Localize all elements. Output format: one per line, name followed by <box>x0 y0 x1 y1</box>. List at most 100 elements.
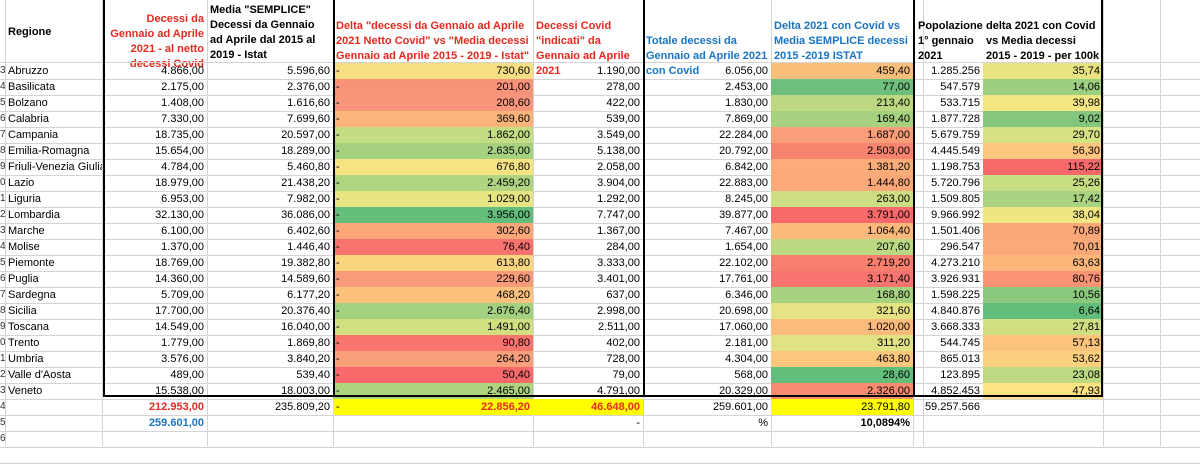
media-cell[interactable]: 20.376,40 <box>281 305 330 317</box>
row-number[interactable]: 5 <box>0 97 5 108</box>
per-100k-cell[interactable]: 10,56 <box>983 287 1103 303</box>
per-100k-cell[interactable]: 53,62 <box>983 351 1103 367</box>
delta-netto-cell[interactable]: 676,80 <box>345 159 533 175</box>
decessi-2021-cell[interactable]: 14.360,00 <box>155 273 204 285</box>
row-number[interactable]: 2 <box>0 209 5 220</box>
decessi-covid-cell[interactable]: 3.401,00 <box>597 273 640 285</box>
delta-sign-cell[interactable]: - <box>333 303 345 319</box>
delta-netto-cell[interactable]: 50,40 <box>345 367 533 383</box>
totale-cell[interactable]: 568,00 <box>734 369 768 381</box>
delta-covid-cell[interactable]: 1.064,40 <box>771 223 913 239</box>
popolazione-cell[interactable]: 4.852.453 <box>931 385 980 397</box>
delta-netto-cell[interactable]: 302,60 <box>345 223 533 239</box>
region-cell[interactable]: Veneto <box>8 385 43 397</box>
popolazione-cell[interactable]: 4.445.549 <box>931 145 980 157</box>
totale-cell[interactable]: 22.883,00 <box>719 177 768 189</box>
delta-netto-cell[interactable]: 264,20 <box>345 351 533 367</box>
row-number[interactable]: 4 <box>0 81 5 92</box>
totale-cell[interactable]: 2.453,00 <box>725 81 768 93</box>
decessi-covid-cell[interactable]: 728,00 <box>606 353 640 365</box>
delta-sign-cell[interactable]: - <box>333 175 345 191</box>
delta-sign-cell[interactable]: - <box>333 79 345 95</box>
per-100k-cell[interactable]: 56,30 <box>983 143 1103 159</box>
total-decessi-covid[interactable]: 46.648,00 <box>533 399 643 415</box>
delta-sign-cell[interactable]: - <box>333 319 345 335</box>
region-cell[interactable]: Piemonte <box>8 257 55 269</box>
region-cell[interactable]: Marche <box>8 225 45 237</box>
decessi-covid-cell[interactable]: 4.791,00 <box>597 385 640 397</box>
decessi-covid-cell[interactable]: 7.747,00 <box>597 209 640 221</box>
region-cell[interactable]: Campania <box>8 129 59 141</box>
row-number[interactable]: 6 <box>0 113 5 124</box>
header-delta-netto-covid[interactable]: Delta "decessi da Gennaio ad Aprile 2021… <box>336 20 530 62</box>
popolazione-cell[interactable]: 544.745 <box>940 337 980 349</box>
media-cell[interactable]: 539,40 <box>296 369 330 381</box>
per-100k-cell[interactable]: 57,13 <box>983 335 1103 351</box>
totale-cell[interactable]: 22.102,00 <box>719 257 768 269</box>
media-cell[interactable]: 6.402,60 <box>287 225 330 237</box>
delta-covid-cell[interactable]: 2.503,00 <box>771 143 913 159</box>
per-100k-cell[interactable]: 63,63 <box>983 255 1103 271</box>
totale-cell[interactable]: 6.842,00 <box>725 161 768 173</box>
decessi-2021-cell[interactable]: 5.709,00 <box>161 289 204 301</box>
per-100k-cell[interactable]: 23,08 <box>983 367 1103 383</box>
per-100k-cell[interactable]: 80,76 <box>983 271 1103 287</box>
delta-sign-cell[interactable]: - <box>333 111 345 127</box>
decessi-2021-cell[interactable]: 18.979,00 <box>155 177 204 189</box>
region-cell[interactable]: Emilia-Romagna <box>8 145 90 157</box>
delta-netto-cell[interactable]: 3.956,00 <box>345 207 533 223</box>
decessi-covid-cell[interactable]: 3.904,00 <box>597 177 640 189</box>
decessi-2021-cell[interactable]: 2.175,00 <box>161 81 204 93</box>
region-cell[interactable]: Bolzano <box>8 97 48 109</box>
totale-cell[interactable]: 22.284,00 <box>719 129 768 141</box>
delta-covid-cell[interactable]: 321,60 <box>771 303 913 319</box>
delta-covid-cell[interactable]: 2.719,20 <box>771 255 913 271</box>
region-cell[interactable]: Lombardia <box>8 209 60 221</box>
media-cell[interactable]: 16.040,00 <box>281 321 330 333</box>
totale-cell[interactable]: 6.056,00 <box>725 65 768 77</box>
media-cell[interactable]: 18.289,00 <box>281 145 330 157</box>
per-100k-cell[interactable]: 17,42 <box>983 191 1103 207</box>
total-decessi-2021[interactable]: 212.953,00 <box>148 401 204 413</box>
delta-sign-cell[interactable]: - <box>333 335 345 351</box>
popolazione-cell[interactable]: 296.547 <box>940 241 980 253</box>
totale-cell[interactable]: 39.877,00 <box>719 209 768 221</box>
region-cell[interactable]: Toscana <box>8 321 49 333</box>
delta-covid-cell[interactable]: 1.020,00 <box>771 319 913 335</box>
region-cell[interactable]: Friuli-Venezia Giulia <box>8 161 102 173</box>
popolazione-cell[interactable]: 1.877.728 <box>931 113 980 125</box>
per-100k-cell[interactable]: 35,74 <box>983 63 1103 79</box>
per-100k-cell[interactable]: 9,02 <box>983 111 1103 127</box>
row-number[interactable]: 5 <box>0 257 5 268</box>
delta-covid-cell[interactable]: 459,40 <box>771 63 913 79</box>
totale-cell[interactable]: 20.698,00 <box>719 305 768 317</box>
region-cell[interactable]: Sicilia <box>8 305 37 317</box>
decessi-2021-cell[interactable]: 4.784,00 <box>161 161 204 173</box>
decessi-covid-cell[interactable]: 2.511,00 <box>597 321 640 333</box>
delta-covid-cell[interactable]: 1.381,20 <box>771 159 913 175</box>
region-cell[interactable]: Basilicata <box>8 81 56 93</box>
decessi-covid-cell[interactable]: 1.367,00 <box>597 225 640 237</box>
delta-sign-cell[interactable]: - <box>333 255 345 271</box>
media-cell[interactable]: 19.382,80 <box>281 257 330 269</box>
total-delta-covid[interactable]: 23.791,80 <box>771 399 913 415</box>
media-cell[interactable]: 1.616,60 <box>287 97 330 109</box>
totale-cell[interactable]: 2.181,00 <box>725 337 768 349</box>
totale-cell[interactable]: 7.467,00 <box>725 225 768 237</box>
delta-covid-cell[interactable]: 311,20 <box>771 335 913 351</box>
per-100k-cell[interactable]: 39,98 <box>983 95 1103 111</box>
row-number[interactable]: 3 <box>0 65 5 76</box>
totale-cell[interactable]: 6.346,00 <box>725 289 768 301</box>
header-delta-per-100k[interactable]: delta 2021 con Covid vs Media decessi 20… <box>986 20 1100 77</box>
decessi-2021-cell[interactable]: 14.549,00 <box>155 321 204 333</box>
popolazione-cell[interactable]: 865.013 <box>940 353 980 365</box>
delta-covid-cell[interactable]: 1.444,80 <box>771 175 913 191</box>
row-number[interactable]: 6 <box>0 433 5 444</box>
per-100k-cell[interactable]: 6,64 <box>983 303 1103 319</box>
row-number[interactable]: 1 <box>0 193 5 204</box>
decessi-2021-cell[interactable]: 3.576,00 <box>161 353 204 365</box>
region-cell[interactable]: Valle d'Aosta <box>8 369 72 381</box>
row-number[interactable]: 9 <box>0 321 5 332</box>
delta-sign-cell[interactable]: - <box>333 367 345 383</box>
